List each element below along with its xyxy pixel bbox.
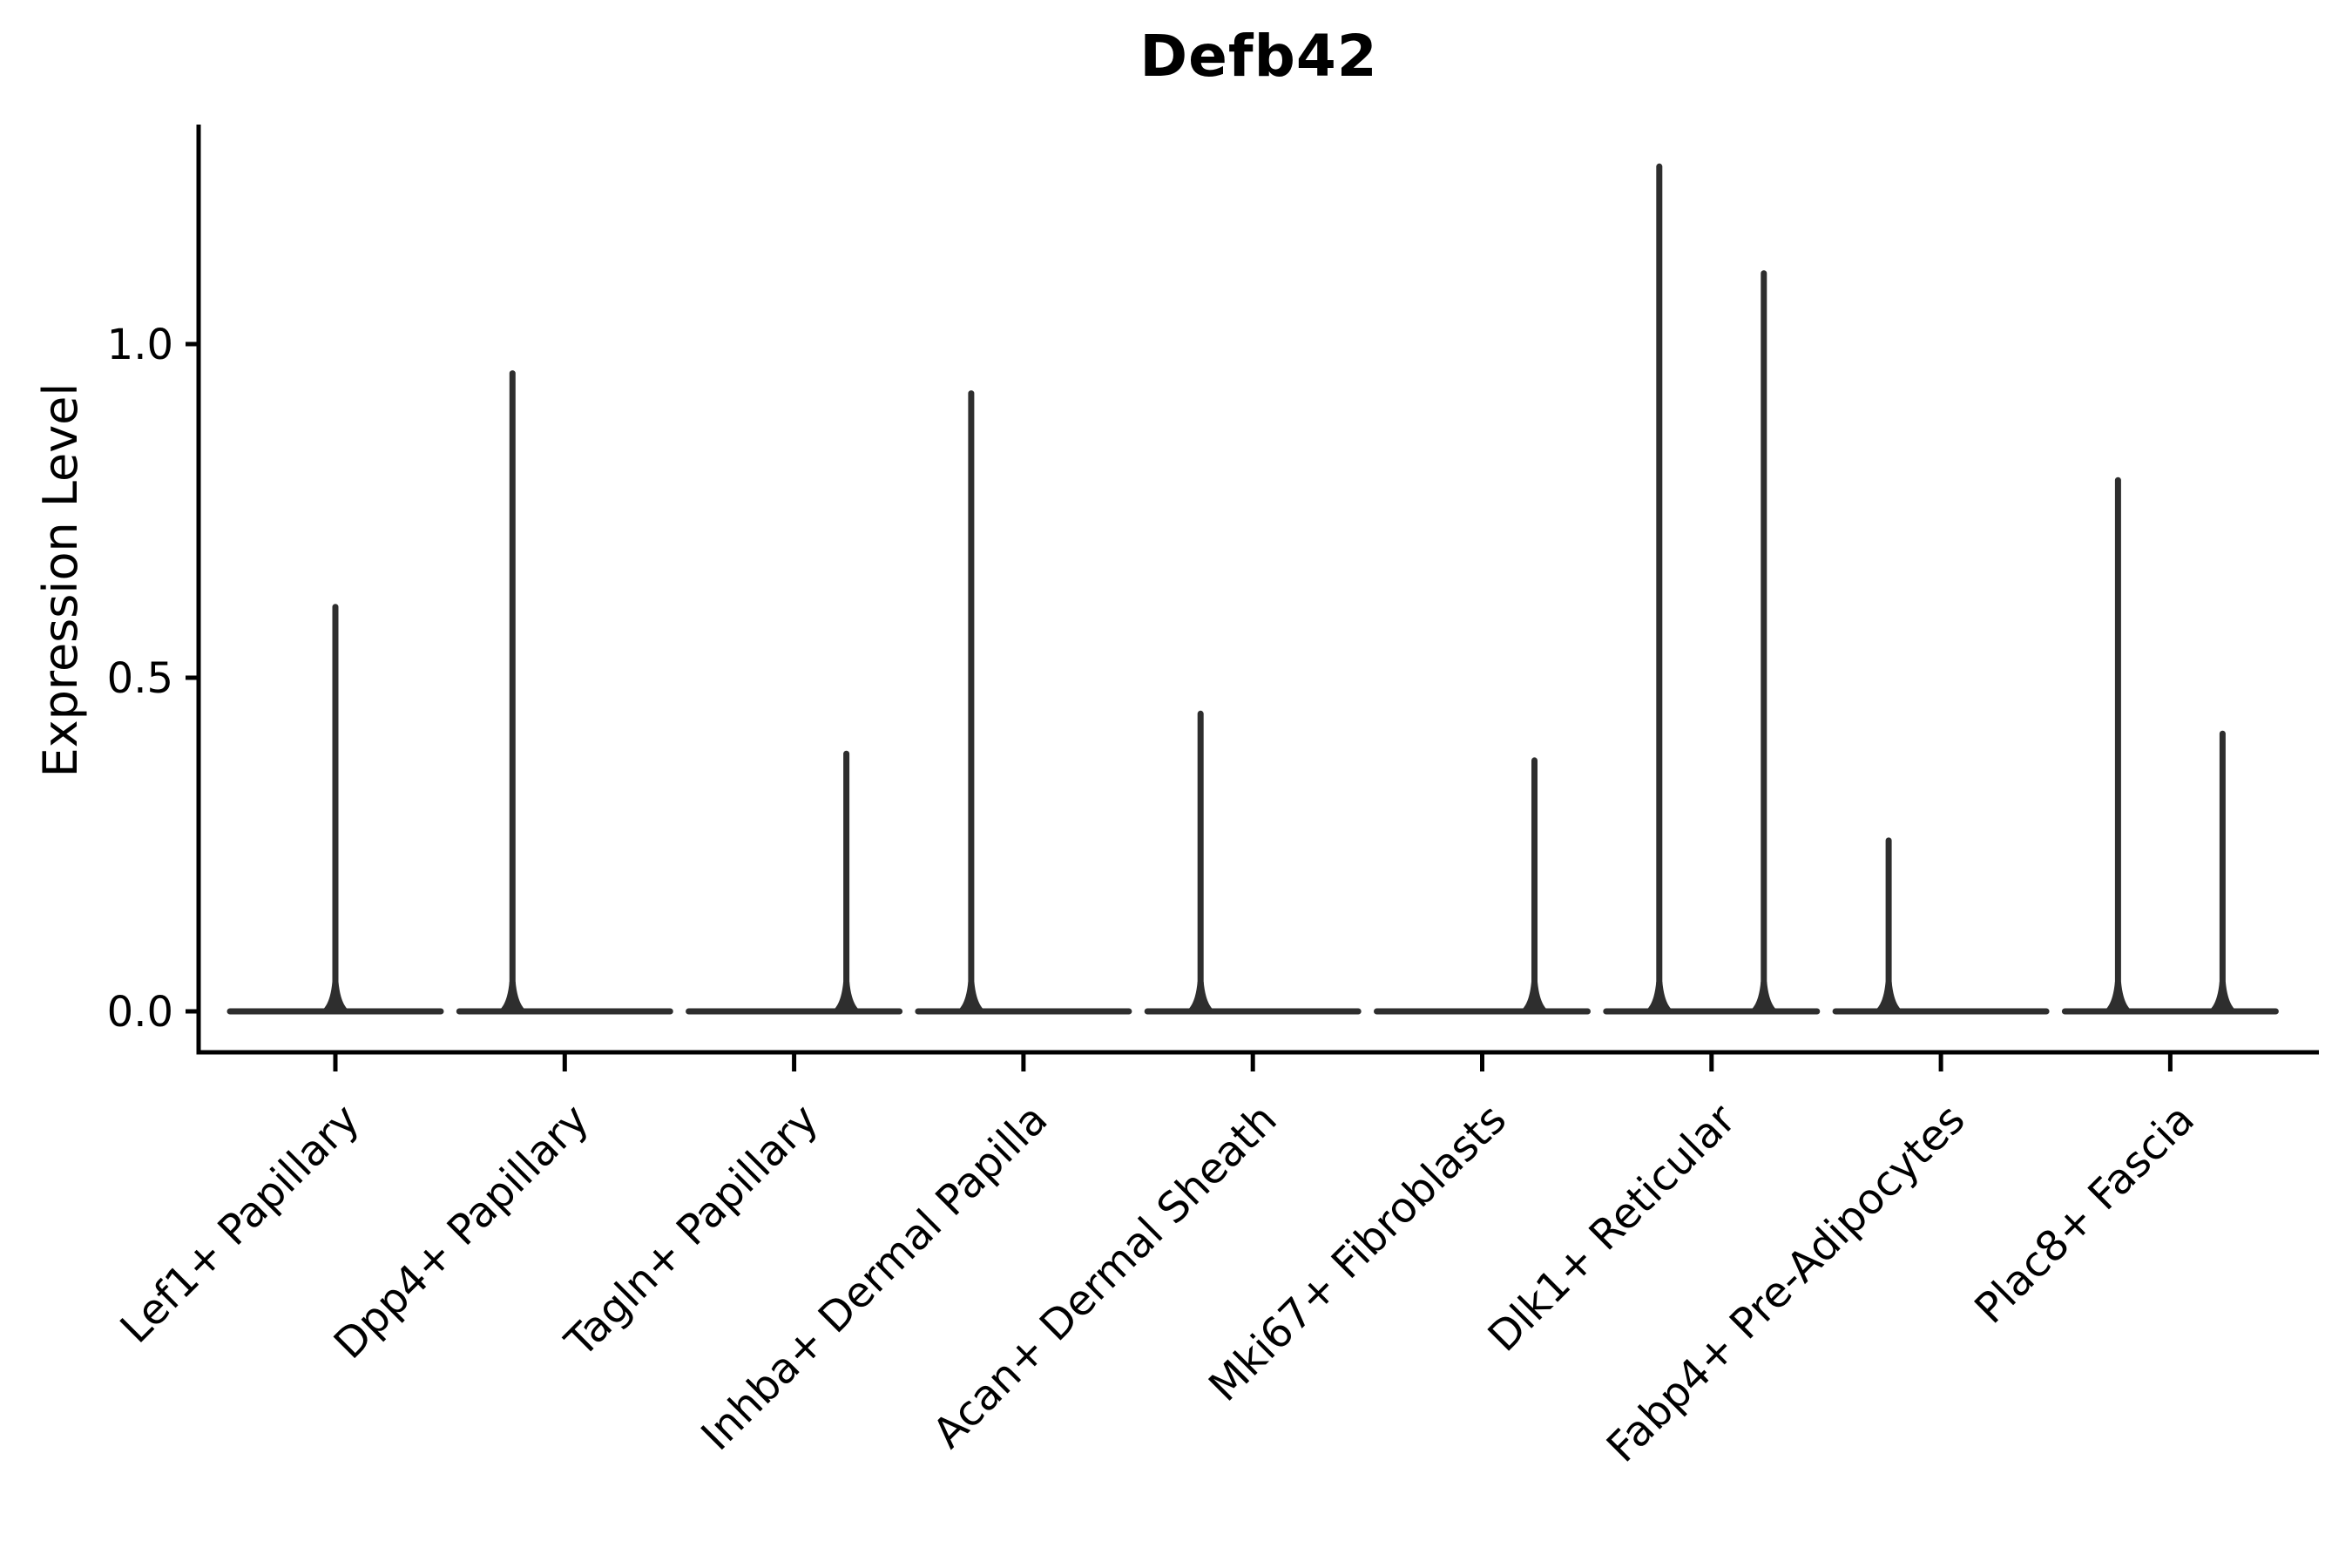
y-tick-label: 0.0 [107,988,173,1037]
x-tick-label: Lef1+ Papillary [112,1095,369,1353]
chart-title: Defb42 [1139,23,1378,90]
x-tick-label: Dpp4+ Papillary [325,1095,598,1369]
y-tick-label: 1.0 [107,321,173,369]
y-tick-label: 0.5 [107,654,173,703]
x-tick-label: Tagln+ Papillary [556,1095,828,1367]
x-tick-label: Plac8+ Fascia [1965,1095,2204,1334]
x-tick-label: Dlk1+ Reticular [1479,1095,1746,1362]
